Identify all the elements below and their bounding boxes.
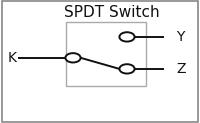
Circle shape	[65, 53, 81, 62]
Circle shape	[119, 64, 135, 74]
Circle shape	[119, 32, 135, 42]
Text: SPDT Switch: SPDT Switch	[64, 5, 160, 20]
Text: K: K	[8, 51, 17, 65]
Text: Z: Z	[176, 62, 186, 76]
Text: Y: Y	[176, 30, 184, 44]
